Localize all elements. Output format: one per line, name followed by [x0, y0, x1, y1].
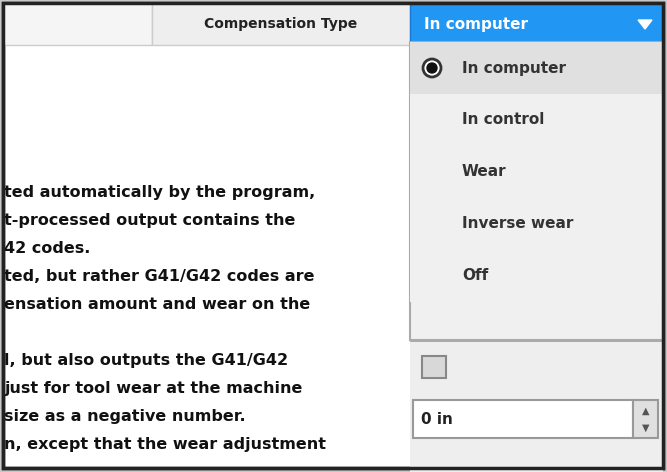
Text: Inverse wear: Inverse wear — [462, 217, 574, 231]
Bar — [410, 42, 663, 94]
Text: l, but also outputs the G41/G42: l, but also outputs the G41/G42 — [4, 353, 288, 368]
Bar — [410, 340, 663, 342]
Bar — [410, 198, 663, 250]
Text: ted automatically by the program,: ted automatically by the program, — [4, 185, 315, 200]
Bar — [410, 42, 663, 472]
Bar — [633, 400, 658, 438]
Text: just for tool wear at the machine: just for tool wear at the machine — [4, 381, 302, 396]
Bar — [422, 356, 446, 378]
Bar — [410, 146, 663, 198]
Circle shape — [427, 63, 437, 73]
Bar — [410, 250, 663, 302]
Circle shape — [423, 59, 441, 77]
Text: t-processed output contains the: t-processed output contains the — [4, 213, 295, 228]
Text: n, except that the wear adjustment: n, except that the wear adjustment — [4, 437, 326, 452]
Text: Off: Off — [462, 269, 488, 284]
Bar — [3, 3, 152, 45]
Text: ensation amount and wear on the: ensation amount and wear on the — [4, 297, 310, 312]
Bar — [410, 94, 663, 146]
Text: Wear: Wear — [462, 165, 507, 179]
Text: In control: In control — [462, 112, 544, 127]
Text: Compensation Type: Compensation Type — [204, 17, 358, 31]
Bar — [410, 3, 663, 45]
Text: ▼: ▼ — [642, 422, 649, 432]
Text: ▲: ▲ — [642, 405, 649, 416]
Bar — [413, 400, 633, 438]
Text: 0 in: 0 in — [421, 412, 453, 427]
Polygon shape — [638, 20, 652, 29]
Text: ted, but rather G41/G42 codes are: ted, but rather G41/G42 codes are — [4, 269, 315, 284]
Text: 42 codes.: 42 codes. — [4, 241, 90, 256]
Text: In computer: In computer — [462, 60, 566, 76]
Bar — [410, 42, 663, 340]
Text: size as a negative number.: size as a negative number. — [4, 409, 245, 424]
Bar — [152, 3, 410, 45]
Text: In computer: In computer — [424, 17, 528, 32]
